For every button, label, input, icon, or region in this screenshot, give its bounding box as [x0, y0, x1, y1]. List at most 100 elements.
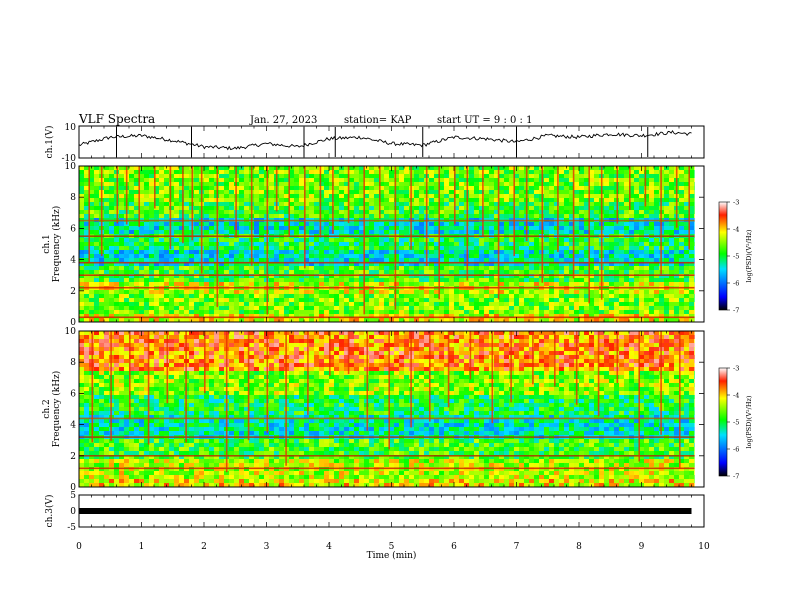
spectrogram-cell — [589, 306, 595, 311]
spectrogram-cell — [219, 226, 225, 231]
spectrogram-cell — [369, 282, 375, 287]
spectrogram-cell — [414, 174, 420, 179]
spectrogram-cell — [489, 238, 495, 243]
spectrogram-cell — [374, 202, 380, 207]
spectrogram-cell — [559, 270, 565, 275]
spectrogram-cell — [504, 238, 510, 243]
spectrogram-cell — [639, 222, 645, 227]
spectrogram-cell — [539, 314, 545, 319]
spectrogram-cell — [329, 194, 335, 199]
spectrogram-cell — [174, 302, 180, 307]
spectrogram-cell — [534, 206, 540, 211]
spectrogram-cell — [319, 270, 325, 275]
spectrogram-cell — [184, 306, 190, 311]
spectrogram-cell — [639, 250, 645, 255]
spectrogram-cell — [164, 186, 170, 191]
spectrogram-cell — [544, 246, 550, 251]
spectrogram-cell — [429, 170, 435, 175]
spectrogram-cell — [109, 314, 115, 319]
sferic-spike — [497, 166, 500, 300]
spectrogram-cell — [414, 210, 420, 215]
spectrogram-cell — [149, 170, 155, 175]
spectrogram-cell — [434, 170, 440, 175]
spectrogram-cell — [654, 242, 660, 247]
spectrogram-cell — [134, 230, 140, 235]
spectrogram-cell — [169, 310, 175, 315]
spectrogram-cell — [164, 242, 170, 247]
spectrogram-cell — [669, 250, 675, 255]
spectrogram-cell — [349, 278, 355, 283]
spectrogram-cell — [589, 202, 595, 207]
spectrogram-cell — [484, 238, 490, 243]
spectrogram-cell — [239, 298, 245, 303]
spectrogram-cell — [254, 230, 260, 235]
spectrogram-cell — [239, 290, 245, 295]
spectrogram-cell — [129, 214, 135, 219]
spectrogram-cell — [254, 250, 260, 255]
spectrogram-cell — [139, 274, 145, 279]
spectrogram-cell — [274, 306, 280, 311]
spectrogram-cell — [324, 258, 330, 263]
sferic-spike — [200, 166, 203, 274]
spectrogram-cell — [344, 274, 350, 279]
spectrogram-cell — [444, 206, 450, 211]
spectrogram-cell — [434, 306, 440, 311]
spectrogram-cell — [449, 182, 455, 187]
spectrogram-cell — [234, 246, 240, 251]
spectrogram-cell — [84, 274, 90, 279]
spectrogram-cell — [194, 174, 200, 179]
spectrogram-cell — [684, 182, 690, 187]
spectrogram-cell — [504, 294, 510, 299]
spectrogram-cell — [629, 214, 635, 219]
spectrogram-cell — [79, 331, 85, 336]
spectrogram-cell — [619, 298, 625, 303]
spectrogram-cell — [549, 314, 555, 319]
spectrogram-cell — [689, 226, 695, 231]
spectrogram-cell — [159, 298, 165, 303]
spectrogram-cell — [254, 314, 260, 319]
spectrogram-cell — [209, 194, 215, 199]
spectrogram-cell — [94, 186, 100, 191]
spectrogram-cell — [594, 182, 600, 187]
spectrogram-cell — [664, 214, 670, 219]
spectrogram-cell — [109, 226, 115, 231]
spectrogram-cell — [394, 254, 400, 259]
spectrogram-cell — [439, 270, 445, 275]
spectrogram-cell — [149, 226, 155, 231]
spectrogram-cell — [299, 246, 305, 251]
spectrogram-cell — [404, 266, 410, 271]
spectrogram-cell — [589, 174, 595, 179]
spectrogram-cell — [139, 222, 145, 227]
spectrogram-cell — [119, 242, 125, 247]
spectrogram-cell — [154, 202, 160, 207]
spectrogram-cell — [574, 258, 580, 263]
spectrogram-cell — [334, 290, 340, 295]
spectrogram-cell — [174, 178, 180, 183]
spectrogram-cell — [654, 194, 660, 199]
spectrogram-cell — [549, 186, 555, 191]
spectrogram-cell — [474, 250, 480, 255]
spectrogram-cell — [204, 230, 210, 235]
spectrogram-cell — [324, 214, 330, 219]
spectrogram-cell — [314, 238, 320, 243]
spectrogram-cell — [314, 190, 320, 195]
spectrogram-cell — [204, 206, 210, 211]
spectrogram-cell — [134, 250, 140, 255]
spectrogram-cell — [649, 186, 655, 191]
spectrogram-cell — [414, 170, 420, 175]
spectrogram-cell — [449, 318, 455, 322]
spectrogram-cell — [169, 174, 175, 179]
sferic-spike — [100, 166, 103, 256]
spectrogram-cell — [314, 222, 320, 227]
spectrogram-cell — [434, 246, 440, 251]
spectrogram-cell — [279, 210, 285, 215]
spectrogram-cell — [84, 314, 90, 319]
spectrogram-cell — [449, 310, 455, 315]
spectrogram-cell — [639, 302, 645, 307]
spectrogram-cell — [414, 186, 420, 191]
spectrogram-cell — [349, 310, 355, 315]
spectrogram-cell — [119, 331, 125, 336]
spectrogram-cell — [514, 266, 520, 271]
spectrogram-cell — [574, 294, 580, 299]
spectrogram-cell — [379, 202, 385, 207]
